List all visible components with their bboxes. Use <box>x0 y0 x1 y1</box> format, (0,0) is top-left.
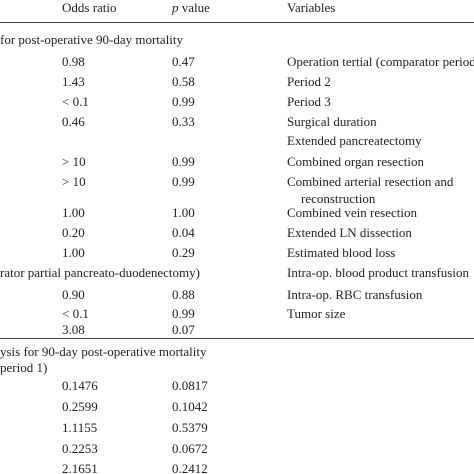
variable-cell: Tumor size <box>287 306 346 321</box>
p-value-cell: 0.88 <box>172 287 195 302</box>
p-value-cell: 0.0817 <box>172 378 208 393</box>
variable-cell: Intra-op. blood product transfusion <box>287 265 469 280</box>
header-variables: Variables <box>287 0 336 15</box>
odds-ratio-cell: 1.00 <box>62 245 85 260</box>
variable-cell: Surgical duration <box>287 114 377 129</box>
odds-ratio-cell: 0.20 <box>62 225 85 240</box>
p-value-cell: 0.33 <box>172 114 195 129</box>
variable-cell: Combined arterial resection and <box>287 174 454 189</box>
section-title: ysis for 90-day post-operative mortality <box>0 344 207 359</box>
p-value-cell: 0.47 <box>172 54 195 69</box>
header-odds-ratio: Odds ratio <box>62 0 117 15</box>
p-value-cell: 0.99 <box>172 94 195 109</box>
odds-ratio-cell: > 10 <box>62 174 86 189</box>
variable-cell: Combined vein resection <box>287 205 417 220</box>
variable-cell: Intra-op. RBC transfusion <box>287 287 423 302</box>
p-value-cell: 0.5379 <box>172 420 208 435</box>
odds-ratio-cell: 0.2599 <box>62 399 98 414</box>
p-value-cell: 0.99 <box>172 306 195 321</box>
section-rule <box>0 338 474 339</box>
odds-ratio-cell: 0.1476 <box>62 378 98 393</box>
variable-cell: Operation tertial (comparator period 1) <box>287 54 474 69</box>
p-value-cell: 0.04 <box>172 225 195 240</box>
variable-cell: Estimated blood loss <box>287 245 396 260</box>
p-value-cell: 0.1042 <box>172 399 208 414</box>
p-value-cell: 0.58 <box>172 74 195 89</box>
section-note: rator partial pancreato-duodenectomy) <box>0 265 200 280</box>
odds-ratio-cell: 2.1651 <box>62 461 98 474</box>
variable-cell: Extended LN dissection <box>287 225 412 240</box>
odds-ratio-cell: 1.1155 <box>62 420 98 435</box>
p-value-cell: 0.99 <box>172 174 195 189</box>
header-p: p <box>172 0 179 15</box>
variable-cell: Period 2 <box>287 74 331 89</box>
header-value: value <box>181 0 210 15</box>
odds-ratio-cell: 1.00 <box>62 205 85 220</box>
variable-cell: Period 3 <box>287 94 331 109</box>
p-value-cell: 0.29 <box>172 245 195 260</box>
p-value-cell: 0.99 <box>172 154 195 169</box>
section-title: period 1) <box>0 360 48 375</box>
odds-ratio-cell: < 0.1 <box>62 306 89 321</box>
p-value-cell: 0.0672 <box>172 441 208 456</box>
odds-ratio-cell: 3.08 <box>62 322 85 337</box>
p-value-cell: 0.07 <box>172 322 195 337</box>
section-title: for post-operative 90-day mortality <box>0 32 184 47</box>
p-value-cell: 1.00 <box>172 205 195 220</box>
odds-ratio-cell: < 0.1 <box>62 94 89 109</box>
odds-ratio-cell: 0.90 <box>62 287 85 302</box>
odds-ratio-cell: > 10 <box>62 154 86 169</box>
odds-ratio-cell: 0.46 <box>62 114 85 129</box>
variable-cell: reconstruction <box>301 191 376 206</box>
header-p-value: p value <box>172 0 210 16</box>
variable-cell: Combined organ resection <box>287 154 424 169</box>
p-value-cell: 0.2412 <box>172 461 208 474</box>
header-rule <box>0 22 474 23</box>
odds-ratio-cell: 0.98 <box>62 54 85 69</box>
odds-ratio-cell: 0.2253 <box>62 441 98 456</box>
variable-cell: Extended pancreatectomy <box>287 133 422 148</box>
odds-ratio-cell: 1.43 <box>62 74 85 89</box>
